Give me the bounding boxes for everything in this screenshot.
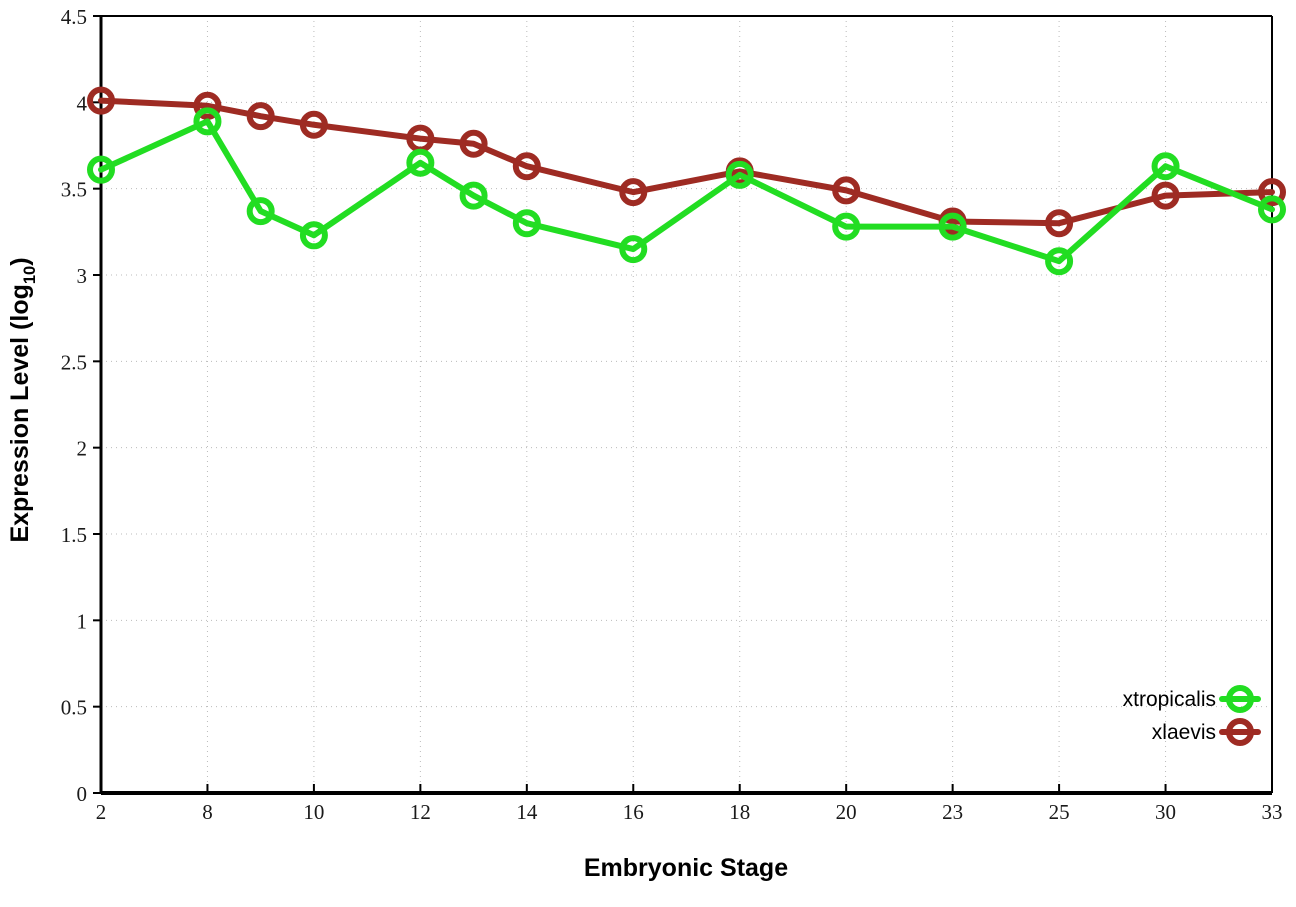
x-tick-label: 23 [942,800,963,824]
data-point-marker [619,178,648,207]
plot-background [101,16,1272,793]
y-tick-label: 2 [77,437,88,461]
y-axis-tick-labels: 0 0.5 1 1.5 2 2.5 3 3.5 4 4.5 [61,5,88,806]
data-point-marker [1045,247,1074,276]
x-tick-label: 20 [836,800,857,824]
data-point-marker [619,235,648,264]
data-point-marker [246,102,275,131]
data-point-marker [512,152,541,181]
x-tick-label: 16 [623,800,644,824]
data-point-marker [193,91,222,120]
data-point-marker [459,129,488,158]
data-point-marker [512,209,541,238]
data-point-marker [1151,181,1180,210]
legend-marker-xtropicalis [1226,685,1254,713]
data-point-marker [1045,209,1074,238]
y-axis-title: Expression Level (log10) [6,257,39,542]
data-point-marker [246,197,275,226]
data-point-marker [299,110,328,139]
data-series-layer [87,86,1286,276]
x-tick-label: 2 [96,800,107,824]
data-point-marker [1258,178,1286,207]
y-tick-label: 1 [77,609,88,633]
x-tick-label: 14 [516,800,538,824]
legend-marker-xlaevis [1226,718,1254,746]
data-point-marker [87,155,115,184]
data-point-marker [193,107,222,136]
y-tick-label: 2.5 [61,350,87,374]
x-axis-tick-labels: 2 8 10 12 14 16 18 20 23 25 30 33 [96,800,1283,824]
y-tick-label: 4 [77,91,88,115]
y-tick-label: 0.5 [61,696,87,720]
legend-label-xtropicalis: xtropicalis [1123,688,1216,711]
data-point-marker [832,212,861,241]
x-tick-label: 30 [1155,800,1176,824]
x-axis-ticks [100,784,1273,793]
legend-label-xlaevis: xlaevis [1152,721,1216,744]
x-tick-label: 18 [729,800,750,824]
data-point-marker [406,148,435,177]
legend: xtropicalis xlaevis [1123,680,1273,748]
data-point-marker [725,160,754,189]
data-point-marker [832,176,861,205]
data-point-marker [87,86,115,115]
data-point-marker [1258,195,1286,224]
x-tick-label: 10 [303,800,324,824]
x-tick-label: 25 [1049,800,1070,824]
data-point-marker [938,212,967,241]
y-tick-label: 3 [77,264,88,288]
x-tick-label: 12 [410,800,431,824]
series-xtropicalis [87,107,1286,276]
data-point-marker [459,181,488,210]
data-point-marker [299,221,328,250]
y-tick-label: 4.5 [61,5,87,29]
data-point-marker [1151,152,1180,181]
y-tick-label: 3.5 [61,178,87,202]
y-tick-label: 0 [77,782,88,806]
x-axis-title: Embryonic Stage [584,854,788,882]
x-tick-label: 8 [202,800,213,824]
y-tick-label: 1.5 [61,523,87,547]
x-tick-label: 33 [1262,800,1283,824]
